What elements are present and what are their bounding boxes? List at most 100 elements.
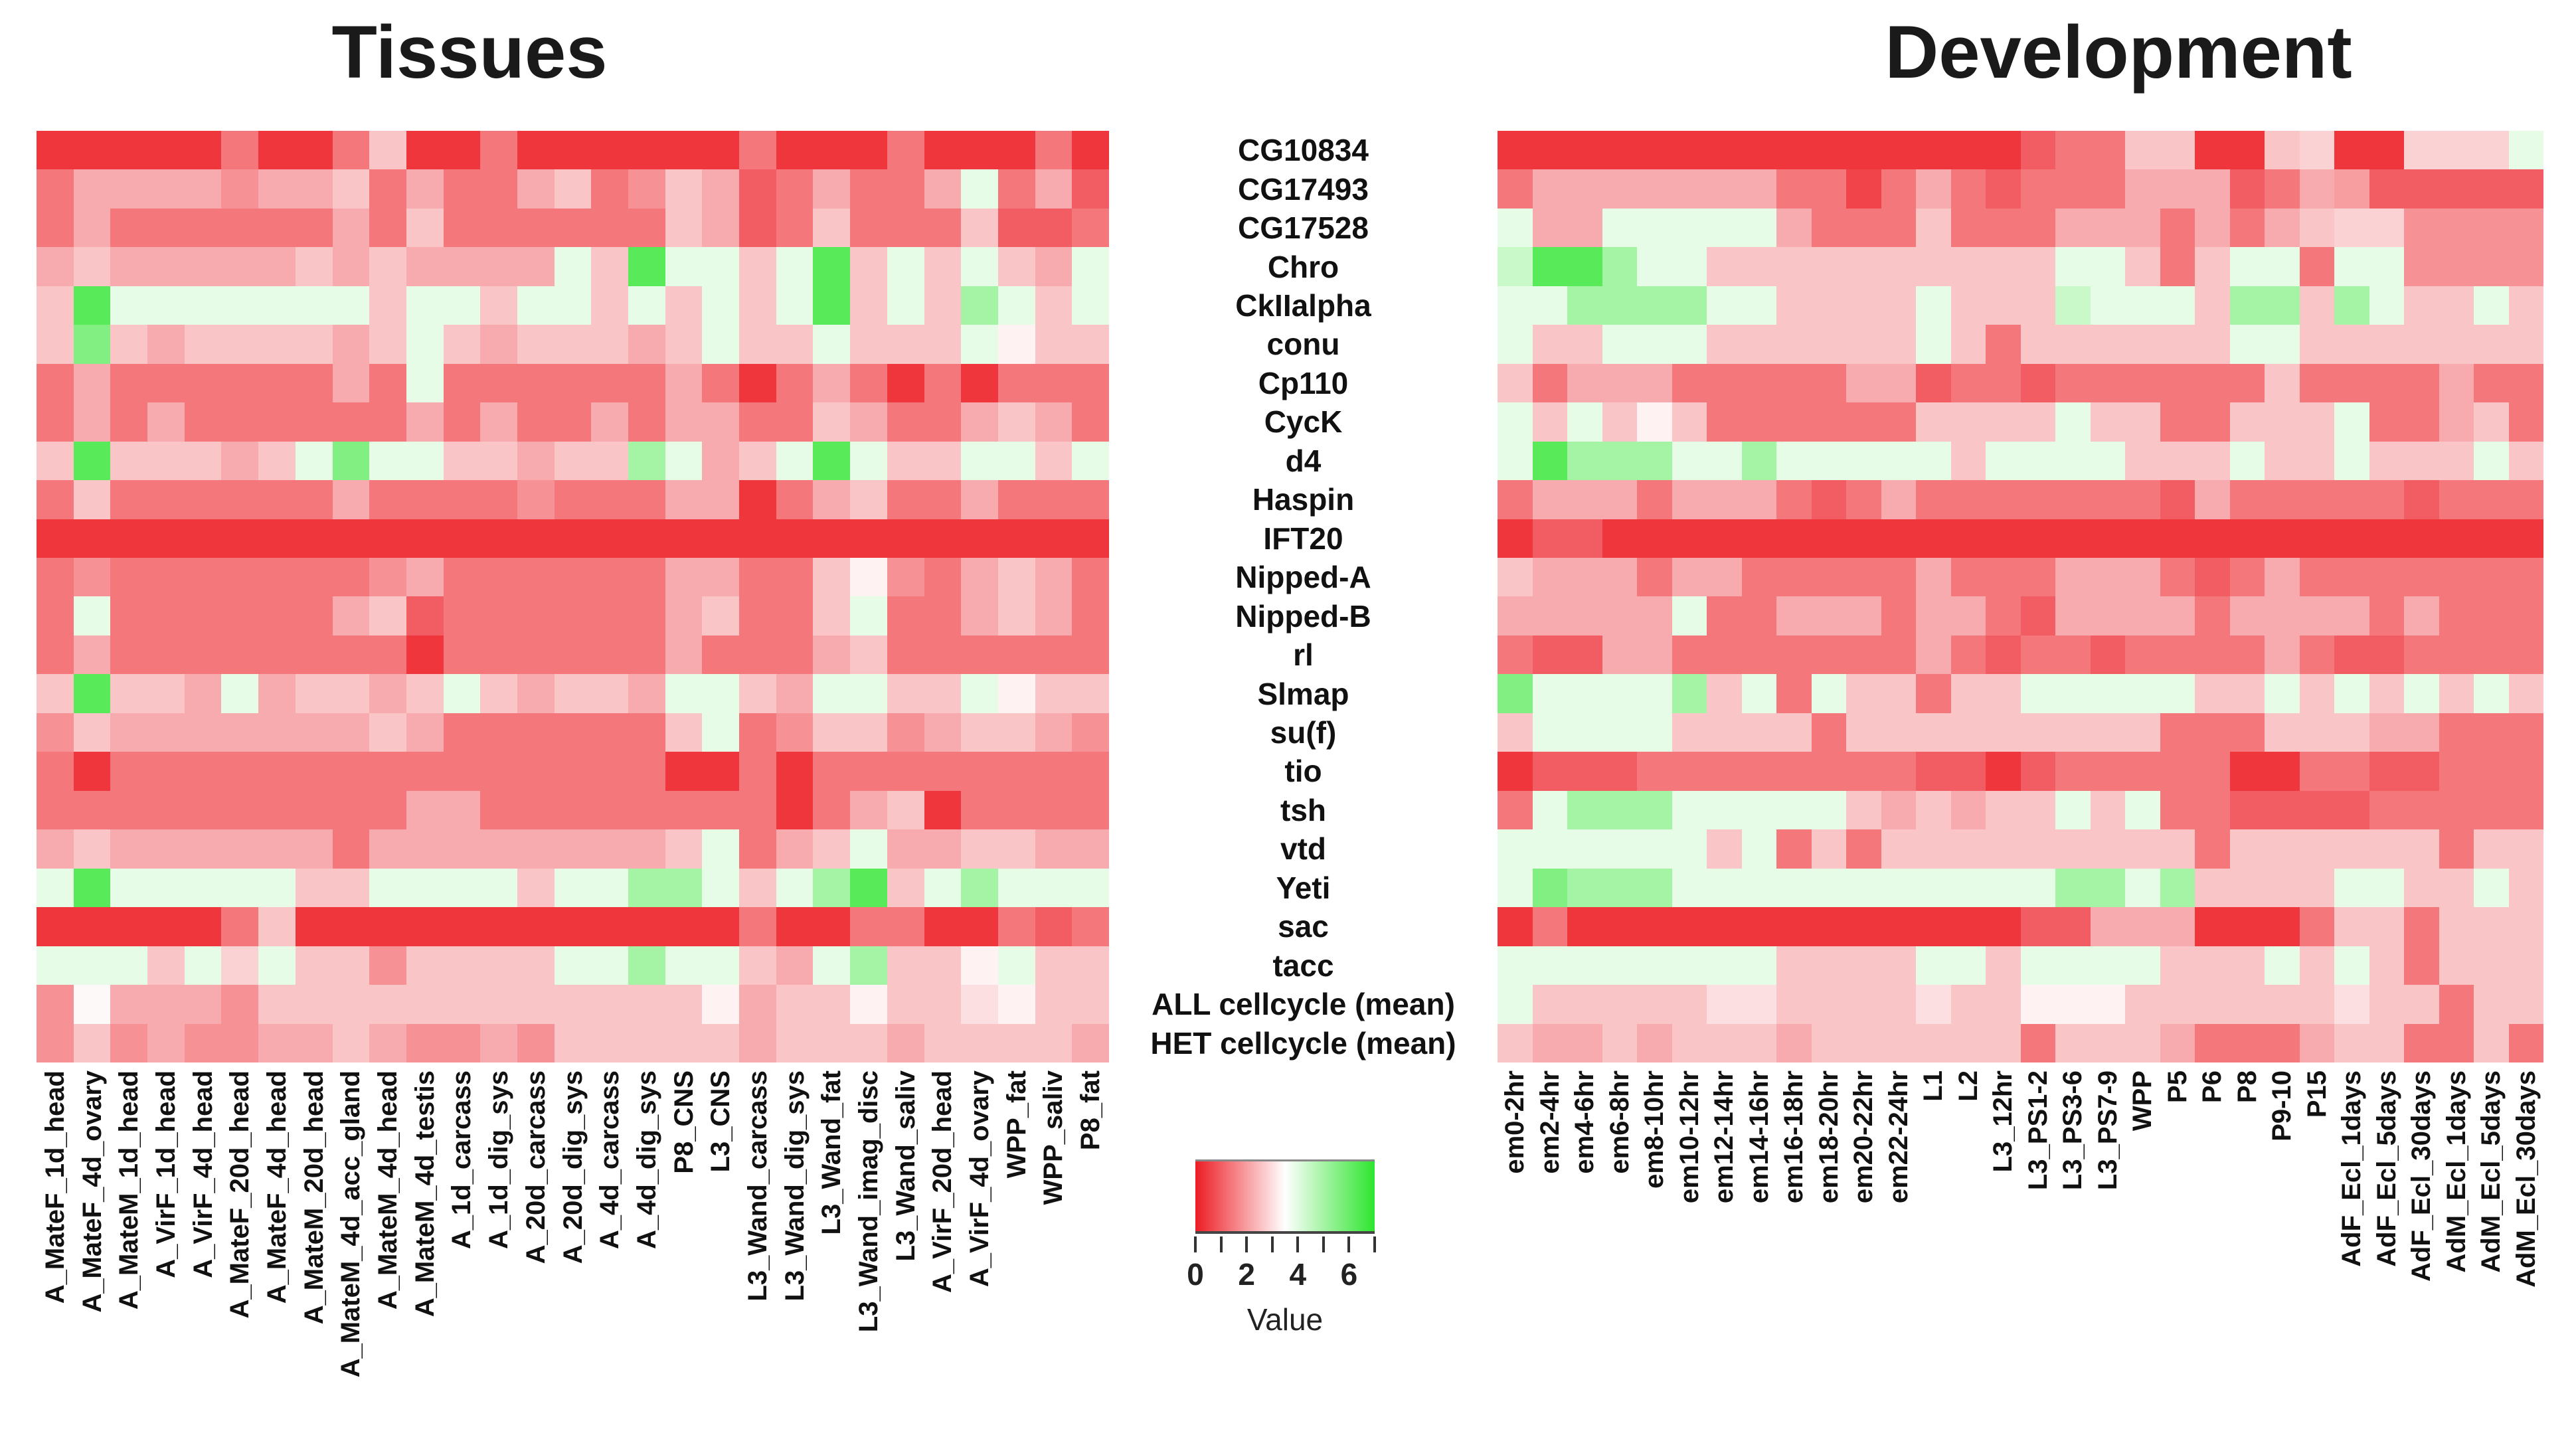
heatmap-cell <box>1602 558 1637 597</box>
heatmap-cell <box>1672 402 1707 442</box>
heatmap-cell <box>1776 131 1812 170</box>
heatmap-cell <box>776 985 814 1024</box>
heatmap-cell <box>1498 286 1533 325</box>
heatmap-cell <box>2195 829 2230 869</box>
heatmap-cell <box>702 674 740 713</box>
heatmap-cell <box>332 131 370 170</box>
heatmap-cell <box>1498 985 1533 1024</box>
heatmap-cell <box>2334 441 2369 481</box>
heatmap-cell <box>1776 247 1812 286</box>
heatmap-cell <box>1672 946 1707 985</box>
heatmap-cell <box>2055 674 2091 713</box>
heatmap-cell <box>813 169 851 209</box>
heatmap-cell <box>628 441 665 481</box>
legend-tick <box>1347 1236 1351 1252</box>
heatmap-cell <box>369 558 406 597</box>
heatmap-cell <box>997 907 1035 946</box>
heatmap-cell <box>961 1023 998 1062</box>
heatmap-cell <box>924 363 962 403</box>
heatmap-cell <box>295 907 333 946</box>
heatmap-cell <box>1672 907 1707 946</box>
heatmap-cell <box>813 325 851 364</box>
heatmap-cell <box>554 1023 592 1062</box>
column-label: em6-8hr <box>1604 1070 1634 1174</box>
heatmap-cell <box>221 402 259 442</box>
heatmap-cell <box>1072 402 1109 442</box>
heatmap-cell <box>110 868 148 908</box>
heatmap-cell <box>887 441 924 481</box>
heatmap-cell <box>1072 985 1109 1024</box>
heatmap-cell <box>2125 363 2160 403</box>
column-label: P9-10 <box>2267 1070 2297 1142</box>
heatmap-cell <box>665 596 703 636</box>
heatmap-cell <box>2369 829 2404 869</box>
heatmap-cell <box>702 1023 740 1062</box>
column-label: L3_Wand_dig_sys <box>780 1070 810 1302</box>
heatmap-cell <box>1567 169 1602 209</box>
heatmap-cell <box>2334 325 2369 364</box>
heatmap-cell <box>184 635 222 675</box>
legend-tick <box>1296 1236 1300 1252</box>
heatmap-cell <box>110 713 148 752</box>
heatmap-cell <box>1916 558 1951 597</box>
heatmap-cell <box>739 596 776 636</box>
heatmap-cell <box>702 247 740 286</box>
heatmap-cell <box>2090 985 2125 1024</box>
heatmap-cell <box>443 363 481 403</box>
heatmap-cell <box>776 713 814 752</box>
heatmap-cell <box>1567 868 1602 908</box>
heatmap-cell <box>1986 946 2021 985</box>
heatmap-cell <box>1916 169 1951 209</box>
heatmap-cell <box>2265 247 2300 286</box>
heatmap-cell <box>2439 790 2474 830</box>
heatmap-cell <box>1950 946 1986 985</box>
heatmap-cell <box>1776 635 1812 675</box>
column-label: em12-14hr <box>1709 1070 1739 1204</box>
heatmap-cell <box>1498 635 1533 675</box>
heatmap-cell <box>2090 402 2125 442</box>
heatmap-cell <box>591 946 629 985</box>
heatmap-cell <box>776 480 814 519</box>
heatmap-cell <box>2299 169 2334 209</box>
heatmap-cell <box>2334 868 2369 908</box>
column-label: WPP <box>2128 1070 2158 1132</box>
heatmap-cell <box>1811 402 1846 442</box>
column-label: AdM_Ecl_30days <box>2511 1070 2541 1288</box>
heatmap-cell <box>147 363 185 403</box>
heatmap-cell <box>221 985 259 1024</box>
heatmap-cell <box>1881 558 1916 597</box>
heatmap-cell <box>591 635 629 675</box>
heatmap-cell <box>591 441 629 481</box>
heatmap-cell <box>295 752 333 791</box>
heatmap-cell <box>1776 674 1812 713</box>
heatmap-cell <box>2369 131 2404 170</box>
heatmap-cell <box>887 169 924 209</box>
heatmap-cell <box>1741 558 1776 597</box>
heatmap-cell <box>2404 208 2439 248</box>
heatmap-cell <box>1881 519 1916 558</box>
heatmap-cell <box>739 480 776 519</box>
heatmap-cell <box>1950 286 1986 325</box>
heatmap-cell <box>2369 480 2404 519</box>
heatmap-cell <box>147 286 185 325</box>
heatmap-cell <box>2160 752 2195 791</box>
heatmap-cell <box>1916 325 1951 364</box>
column-label: A_1d_carcass <box>447 1070 477 1250</box>
heatmap-cell <box>776 208 814 248</box>
heatmap-cell <box>961 558 998 597</box>
heatmap-cell <box>2055 325 2091 364</box>
heatmap-cell <box>1916 674 1951 713</box>
heatmap-cell <box>295 868 333 908</box>
heatmap-cell <box>369 1023 406 1062</box>
heatmap-cell <box>295 946 333 985</box>
heatmap-cell <box>1950 713 1986 752</box>
heatmap-cell <box>480 402 517 442</box>
heatmap-cell <box>2195 519 2230 558</box>
heatmap-cell <box>2090 907 2125 946</box>
heatmap-cell <box>1567 596 1602 636</box>
heatmap-cell <box>2090 131 2125 170</box>
heatmap-cell <box>1035 752 1073 791</box>
heatmap-cell <box>480 247 517 286</box>
heatmap-cell <box>1532 868 1567 908</box>
heatmap-cell <box>1950 131 1986 170</box>
